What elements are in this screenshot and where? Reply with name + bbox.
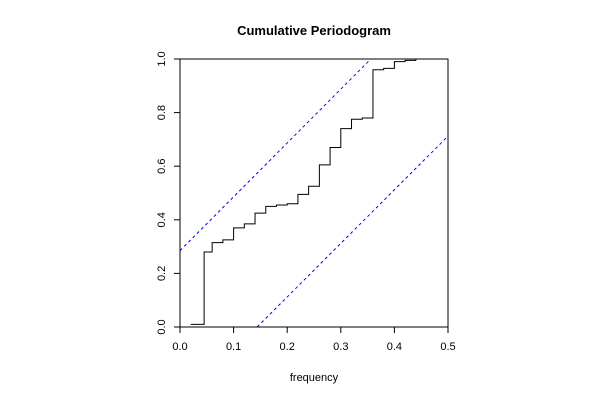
x-tick-label: 0.2	[280, 341, 295, 353]
y-tick-label: 0.8	[156, 105, 168, 120]
chart-title: Cumulative Periodogram	[237, 23, 391, 38]
x-axis-label: frequency	[290, 372, 339, 384]
x-tick-label: 0.3	[333, 341, 348, 353]
plot-area	[179, 58, 449, 328]
cumulative-periodogram-step-line	[190, 58, 427, 325]
y-tick-label: 0.4	[156, 212, 168, 227]
y-tick-label: 0.0	[156, 319, 168, 334]
y-tick-label: 0.6	[156, 159, 168, 174]
x-tick-label: 0.4	[387, 341, 402, 353]
x-axis: 0.0 0.1 0.2 0.3 0.4 0.5	[172, 327, 456, 353]
lower-confidence-bound	[256, 135, 449, 328]
x-tick-label: 0.5	[440, 341, 455, 353]
plot-frame	[179, 58, 449, 328]
x-tick-label: 0.0	[172, 341, 187, 353]
y-tick-label: 1.0	[156, 51, 168, 66]
y-tick-label: 0.2	[156, 266, 168, 281]
upper-confidence-bound	[179, 58, 372, 251]
x-tick-label: 0.1	[226, 341, 241, 353]
y-axis: 0.0 0.2 0.4 0.6 0.8 1.0	[156, 51, 180, 335]
